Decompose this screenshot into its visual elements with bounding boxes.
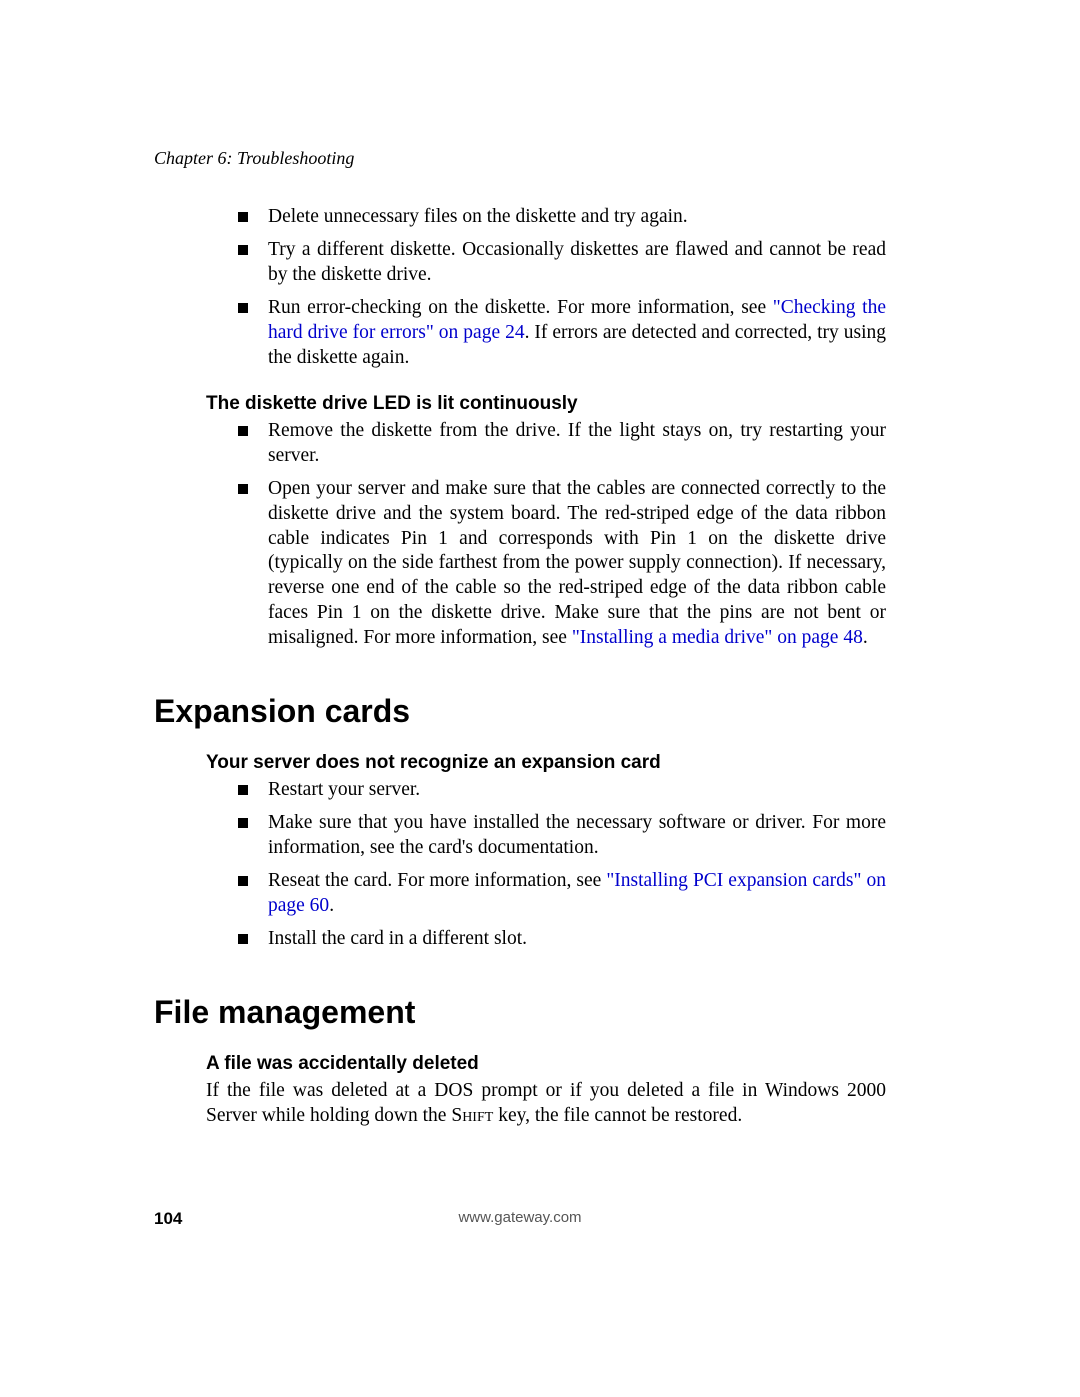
list-item: Run error-checking on the diskette. For …	[238, 296, 886, 371]
list-item: Remove the diskette from the drive. If t…	[238, 419, 886, 469]
content-block-filemgmt: A file was accidentally deleted If the f…	[206, 1053, 886, 1129]
sub-heading-diskette-led: The diskette drive LED is lit continuous…	[206, 393, 886, 415]
filemgmt-paragraph: If the file was deleted at a DOS prompt …	[206, 1079, 886, 1129]
page: Chapter 6: Troubleshooting Delete unnece…	[0, 0, 1080, 1397]
para-text: key, the file cannot be restored.	[493, 1105, 742, 1126]
sub-heading-expansion: Your server does not recognize an expans…	[206, 752, 886, 774]
content-block-expansion: Your server does not recognize an expans…	[206, 752, 886, 952]
bullet-text: Try a different diskette. Occasionally d…	[268, 239, 886, 285]
section-heading-expansion: Expansion cards	[154, 693, 886, 730]
bullet-text: Install the card in a different slot.	[268, 928, 527, 949]
footer-url: www.gateway.com	[154, 1209, 886, 1226]
list-item: Reseat the card. For more information, s…	[238, 869, 886, 919]
key-name: Shift	[451, 1105, 493, 1126]
bullet-text: .	[863, 627, 868, 648]
list-item: Try a different diskette. Occasionally d…	[238, 238, 886, 288]
bullet-text: Reseat the card. For more information, s…	[268, 870, 606, 891]
page-footer: 104 www.gateway.com	[154, 1209, 886, 1229]
sub-heading-filemgmt: A file was accidentally deleted	[206, 1053, 886, 1075]
bullet-text: Open your server and make sure that the …	[268, 478, 886, 649]
diskette-led-bullet-list: Remove the diskette from the drive. If t…	[238, 419, 886, 652]
bullet-text: .	[329, 895, 334, 916]
bullet-text: Make sure that you have installed the ne…	[268, 812, 886, 858]
bullet-text: Remove the diskette from the drive. If t…	[268, 420, 886, 466]
cross-ref-link[interactable]: "Installing a media drive" on page 48	[572, 627, 863, 648]
top-bullet-list: Delete unnecessary files on the diskette…	[238, 205, 886, 371]
list-item: Delete unnecessary files on the diskette…	[238, 205, 886, 230]
list-item: Make sure that you have installed the ne…	[238, 811, 886, 861]
content-block-top: Delete unnecessary files on the diskette…	[206, 205, 886, 651]
section-heading-filemgmt: File management	[154, 994, 886, 1031]
expansion-bullet-list: Restart your server. Make sure that you …	[238, 778, 886, 952]
list-item: Install the card in a different slot.	[238, 927, 886, 952]
list-item: Open your server and make sure that the …	[238, 477, 886, 652]
bullet-text: Restart your server.	[268, 779, 420, 800]
bullet-text: Delete unnecessary files on the diskette…	[268, 206, 688, 227]
bullet-text: Run error-checking on the diskette. For …	[268, 297, 773, 318]
chapter-header: Chapter 6: Troubleshooting	[154, 148, 886, 169]
list-item: Restart your server.	[238, 778, 886, 803]
